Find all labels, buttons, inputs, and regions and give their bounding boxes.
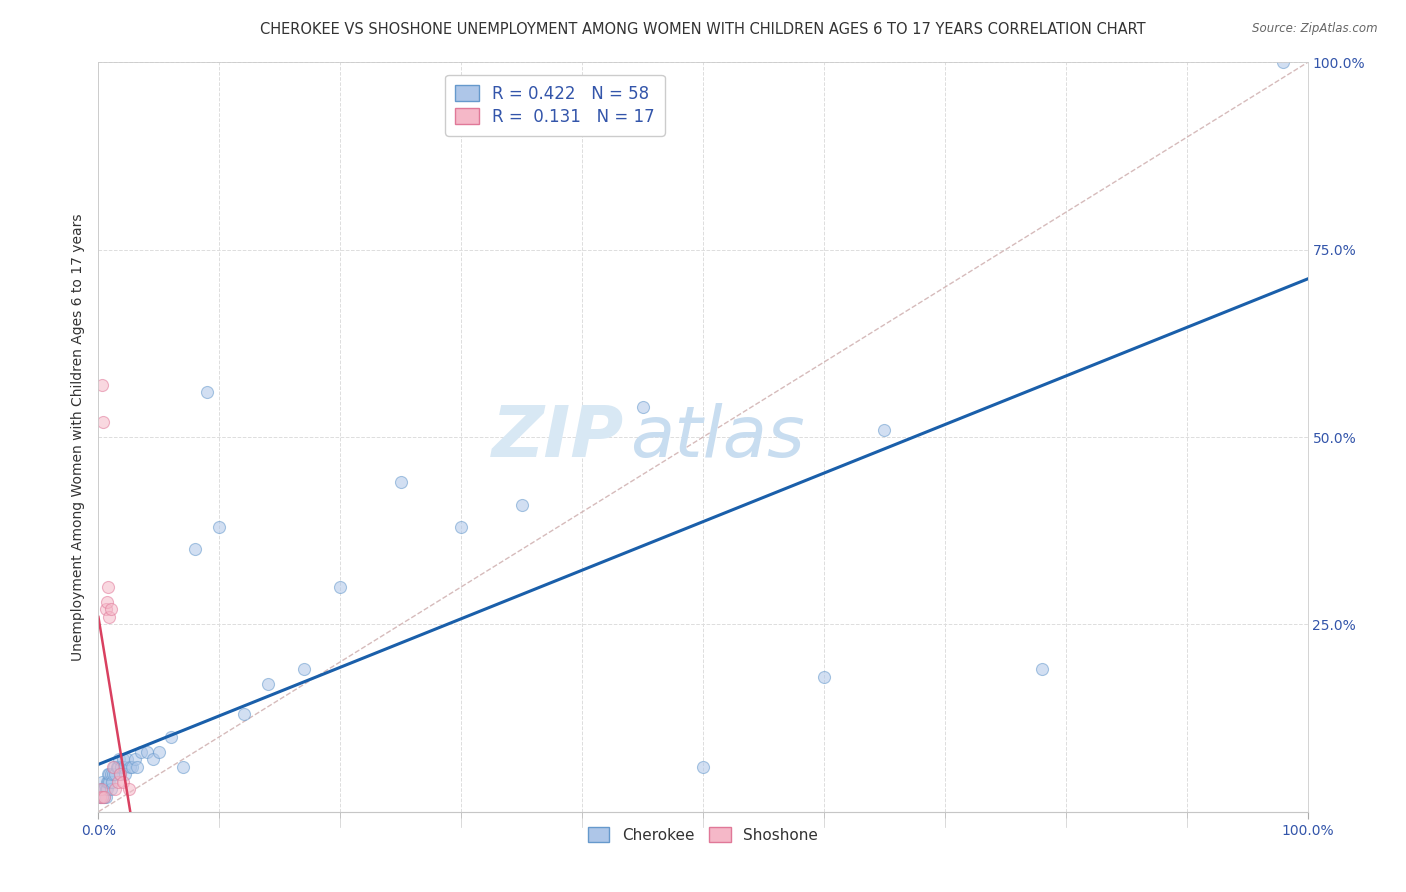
Point [94, 782, 117, 797]
Point [184, 542, 207, 557]
Point [118, 760, 141, 774]
Point [111, 752, 134, 766]
Point [142, 752, 165, 766]
Point [135, 745, 157, 759]
Point [89, 789, 111, 804]
Point [631, 400, 654, 414]
Point [107, 774, 129, 789]
Point [813, 670, 835, 684]
Point [90, 782, 112, 797]
Point [94, 789, 117, 804]
Point [101, 767, 124, 781]
Point [98, 610, 121, 624]
Point [98, 767, 121, 781]
Point [104, 767, 127, 781]
Point [129, 745, 152, 759]
Point [89, 789, 111, 804]
Point [873, 423, 896, 437]
Point [195, 385, 218, 400]
Point [172, 760, 194, 774]
Point [104, 782, 127, 797]
Point [96, 774, 118, 789]
Point [93, 789, 115, 804]
Point [97, 774, 120, 789]
Text: Source: ZipAtlas.com: Source: ZipAtlas.com [1253, 22, 1378, 36]
Legend: Cherokee, Shoshone: Cherokee, Shoshone [582, 822, 824, 849]
Point [91, 782, 114, 797]
Point [91, 377, 114, 392]
Point [108, 752, 131, 766]
Point [100, 774, 122, 789]
Point [121, 760, 143, 774]
Point [127, 760, 149, 774]
Point [97, 767, 120, 781]
Point [110, 760, 132, 774]
Point [160, 730, 183, 744]
Point [114, 767, 136, 781]
Point [105, 760, 128, 774]
Text: ZIP: ZIP [492, 402, 624, 472]
Point [93, 782, 115, 797]
Point [1272, 55, 1295, 70]
Point [90, 782, 112, 797]
Point [91, 415, 114, 429]
Point [329, 580, 352, 594]
Point [112, 760, 135, 774]
Point [108, 767, 131, 781]
Point [208, 520, 231, 534]
Point [96, 595, 118, 609]
Point [91, 774, 114, 789]
Text: atlas: atlas [630, 402, 806, 472]
Point [232, 707, 254, 722]
Point [1031, 662, 1053, 676]
Point [103, 760, 125, 774]
Point [108, 767, 131, 781]
Point [111, 774, 134, 789]
Point [389, 475, 412, 489]
Point [91, 789, 114, 804]
Point [117, 752, 139, 766]
Point [107, 760, 129, 774]
Point [118, 782, 141, 797]
Point [510, 498, 533, 512]
Point [692, 760, 714, 774]
Point [91, 782, 114, 797]
Point [98, 774, 121, 789]
Point [100, 602, 122, 616]
Text: CHEROKEE VS SHOSHONE UNEMPLOYMENT AMONG WOMEN WITH CHILDREN AGES 6 TO 17 YEARS C: CHEROKEE VS SHOSHONE UNEMPLOYMENT AMONG … [260, 22, 1146, 37]
Point [94, 602, 117, 616]
Point [96, 782, 118, 797]
Point [100, 767, 122, 781]
Point [124, 752, 146, 766]
Point [148, 745, 170, 759]
Point [292, 662, 315, 676]
Point [450, 520, 472, 534]
Point [97, 580, 120, 594]
Point [90, 789, 112, 804]
Point [256, 677, 278, 691]
Point [100, 782, 122, 797]
Y-axis label: Unemployment Among Women with Children Ages 6 to 17 years: Unemployment Among Women with Children A… [72, 213, 86, 661]
Point [93, 789, 115, 804]
Point [101, 760, 124, 774]
Point [91, 789, 114, 804]
